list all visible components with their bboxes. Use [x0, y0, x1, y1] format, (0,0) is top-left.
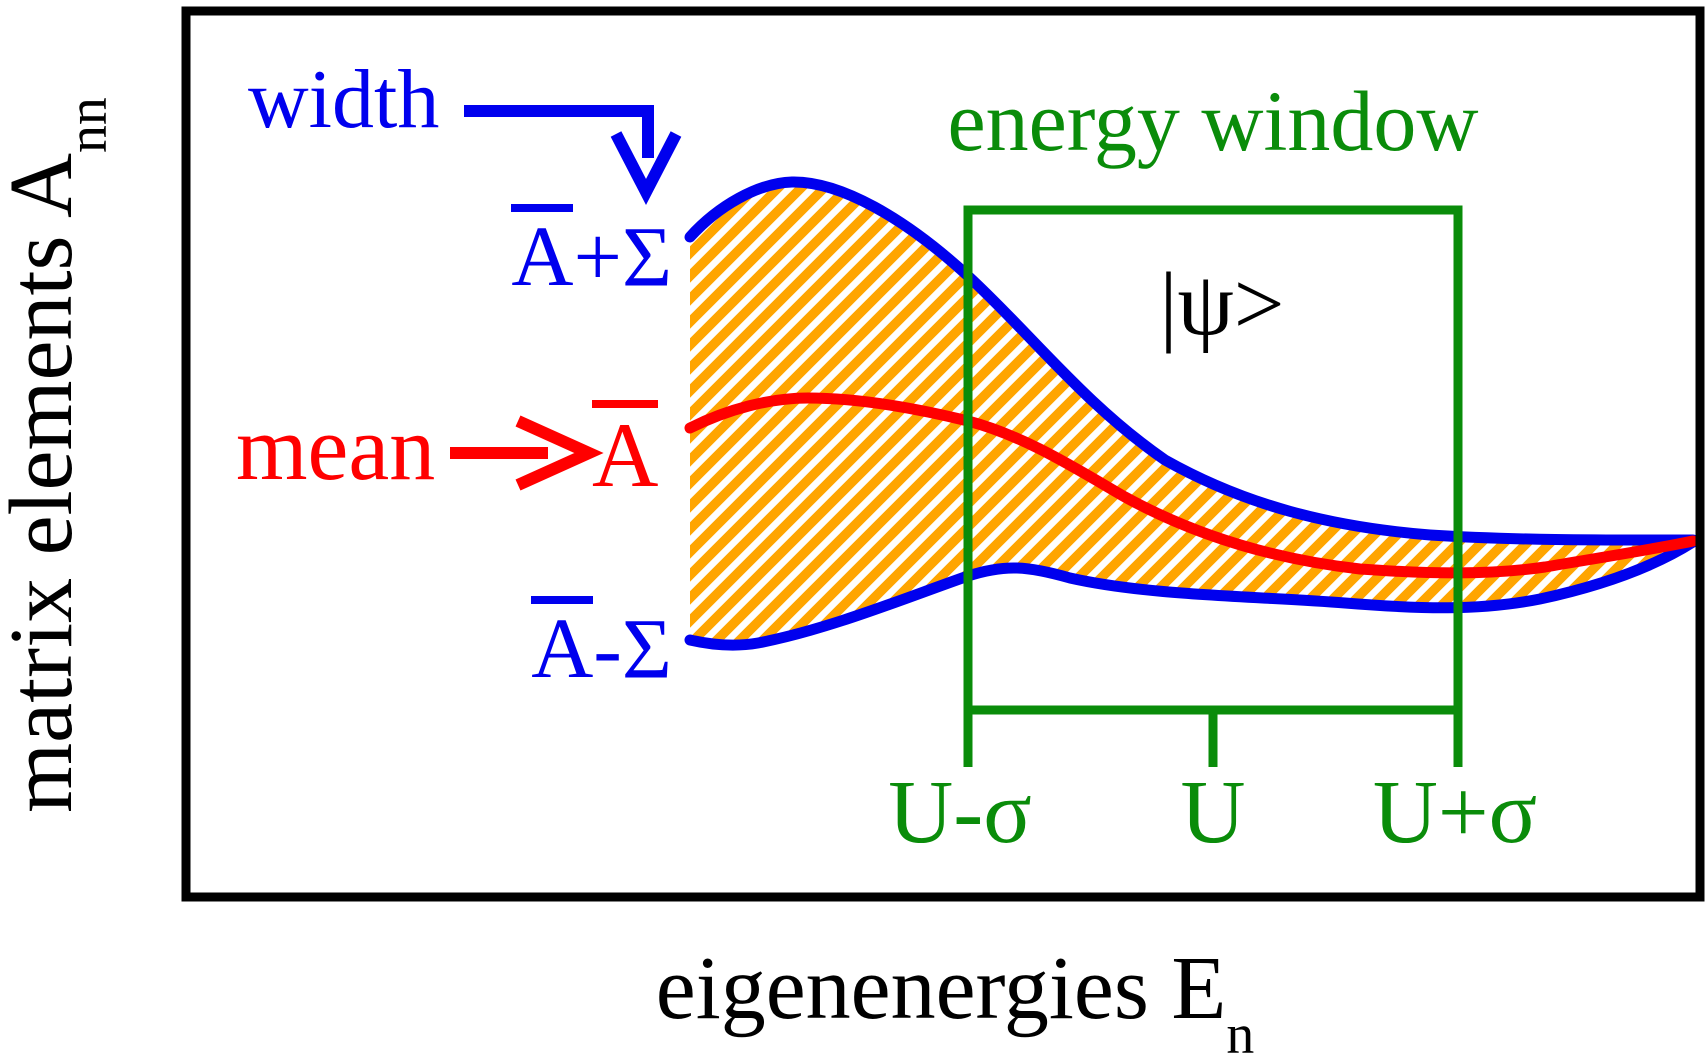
state-psi-label: |ψ> — [1159, 255, 1285, 354]
upper-bound-curve — [684, 176, 1699, 546]
upper-bound-label: A+Σ — [490, 204, 672, 299]
mean-curve-label-abar: A — [592, 400, 659, 502]
upper-bound-label-rest: +Σ — [573, 208, 672, 305]
width-label: width — [248, 53, 440, 146]
mean-curve — [684, 392, 1699, 579]
hatched-band — [690, 181, 1693, 646]
tick-label-u-minus-sigma: U-σ — [888, 763, 1032, 862]
tick-label-u-plus-sigma: U+σ — [1372, 763, 1538, 862]
lower-bound-curve — [684, 536, 1699, 651]
x-axis-label-sub: n — [1226, 1003, 1255, 1058]
x-axis-label-main: eigenenergies E — [655, 939, 1227, 1038]
x-axis-label: eigenenergies En — [540, 944, 1370, 1058]
mean-label: mean — [236, 397, 436, 499]
tick-label-u: U — [1180, 763, 1246, 862]
lower-bound-label-rest: -Σ — [593, 600, 672, 697]
lower-bound-label: A-Σ — [485, 596, 672, 691]
y-axis-label: matrix elements Ann — [0, 75, 119, 835]
y-axis-label-sub: nn — [56, 97, 119, 153]
width-arrow-head — [610, 131, 682, 206]
mean-curve-label: A — [592, 400, 659, 502]
width-arrow — [464, 105, 654, 158]
mean-arrow-head — [515, 415, 604, 491]
y-axis-label-main: matrix elements A — [0, 152, 91, 813]
energy-window-box — [963, 205, 1463, 767]
energy-window-label: energy window — [947, 73, 1479, 169]
plot-frame — [181, 6, 1705, 902]
upper-bound-label-abar: A — [511, 204, 574, 299]
lower-bound-label-abar: A — [531, 596, 594, 691]
